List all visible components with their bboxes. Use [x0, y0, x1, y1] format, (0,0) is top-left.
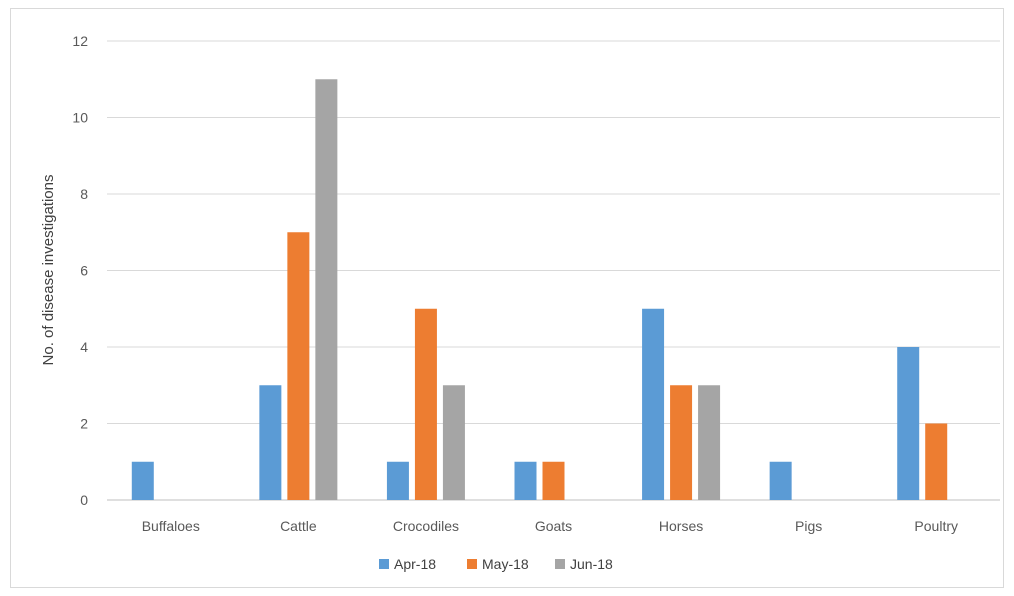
bar-crocodiles-apr-18: [386, 461, 409, 500]
x-tick-label: Horses: [659, 518, 703, 534]
legend-label: Apr-18: [394, 556, 436, 572]
legend-swatch: [467, 559, 477, 569]
bar-cattle-may-18: [287, 232, 310, 500]
y-tick-label: 6: [80, 263, 88, 279]
y-tick-label: 4: [80, 339, 88, 355]
x-tick-label: Pigs: [795, 518, 822, 534]
x-tick-label: Cattle: [280, 518, 317, 534]
legend: Apr-18 May-18 Jun-18: [379, 556, 613, 572]
x-tick-label: Goats: [535, 518, 572, 534]
bar-poultry-apr-18: [897, 347, 920, 500]
bars: [131, 79, 948, 500]
legend-swatch: [555, 559, 565, 569]
bar-horses-jun-18: [698, 385, 721, 500]
x-tick-label: Buffaloes: [142, 518, 200, 534]
bar-poultry-may-18: [925, 423, 948, 500]
y-tick-label: 2: [80, 416, 88, 432]
legend-label: Jun-18: [570, 556, 613, 572]
legend-label: May-18: [482, 556, 529, 572]
bar-cattle-apr-18: [259, 385, 282, 500]
y-tick-label: 0: [80, 492, 88, 508]
bar-horses-may-18: [670, 385, 693, 500]
chart-frame: [10, 8, 1004, 588]
x-tick-labels: Buffaloes Cattle Crocodiles Goats Horses Pigs…: [142, 518, 958, 534]
bar-cattle-jun-18: [315, 79, 338, 500]
gridlines: [107, 40, 1000, 501]
legend-swatch: [379, 559, 389, 569]
bar-horses-apr-18: [642, 308, 665, 500]
y-tick-label: 12: [72, 33, 88, 49]
bar-crocodiles-jun-18: [442, 385, 465, 500]
y-axis-title: No. of disease investigations: [40, 175, 57, 366]
bar-goats-apr-18: [514, 461, 537, 500]
bar-crocodiles-may-18: [414, 308, 437, 500]
y-tick-labels: 0 2 4 6 8 10 12: [72, 33, 88, 508]
bar-pigs-apr-18: [769, 461, 792, 500]
bar-goats-may-18: [542, 461, 565, 500]
y-tick-label: 10: [72, 110, 88, 126]
y-tick-label: 8: [80, 186, 88, 202]
x-tick-label: Poultry: [914, 518, 958, 534]
bar-buffaloes-apr-18: [131, 461, 154, 500]
x-tick-label: Crocodiles: [393, 518, 459, 534]
